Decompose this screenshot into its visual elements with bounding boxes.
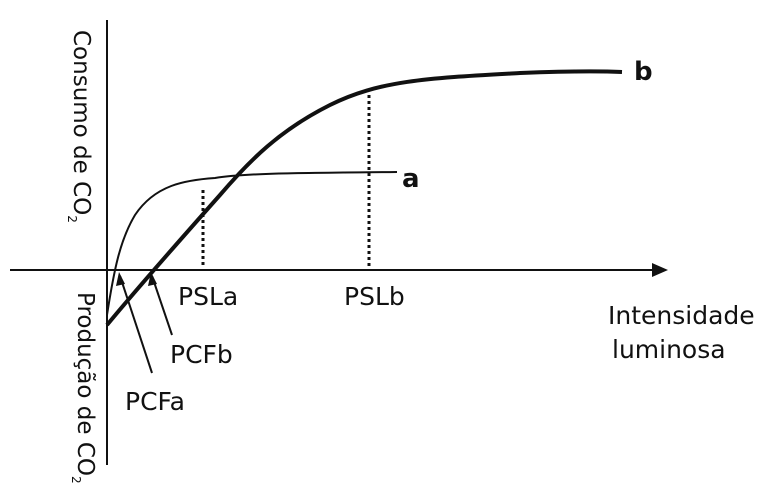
pslb-label: PSLb [344, 282, 405, 311]
pcfb-pointer-head [148, 272, 157, 286]
y-negative-subscript: 2 [69, 476, 83, 484]
y-axis-positive-label: Consumo de CO2 [65, 30, 94, 223]
pcfa-pointer-head [116, 272, 125, 286]
y-axis-negative-label: Produção de CO2 [69, 292, 98, 484]
y-positive-subscript: 2 [65, 215, 79, 223]
pcfb-label: PCFb [170, 340, 233, 369]
x-axis-label-line2: luminosa [612, 335, 726, 364]
pcfa-label: PCFa [125, 387, 185, 416]
curve-b [105, 69, 623, 327]
curve-b-label: b [634, 57, 653, 87]
x-axis-label-line1: Intensidade [608, 301, 755, 330]
pcfa-pointer [119, 275, 153, 374]
curve-a [106, 171, 398, 316]
curve-a-label: a [402, 164, 420, 194]
psla-label: PSLa [178, 282, 238, 311]
x-axis-arrow [652, 263, 668, 277]
pcfb-pointer [151, 275, 173, 336]
